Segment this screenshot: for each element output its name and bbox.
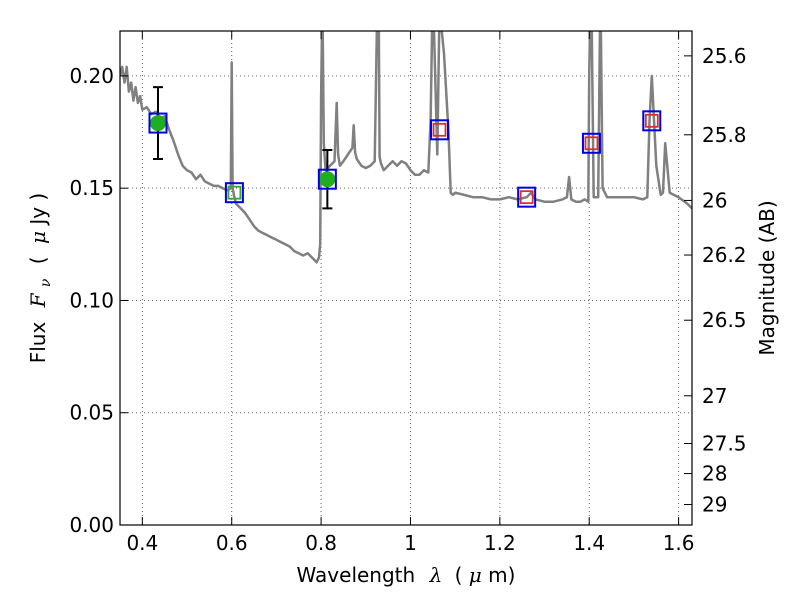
x-tick-label: 1.2 [484,531,516,555]
y-axis-label-text: Flux [26,322,50,364]
x-ticks: 0.4 0.6 0.8 1 1.2 1.4 1.6 [126,31,695,555]
y-tick-label: 0.10 [69,288,114,312]
limit-marker [227,185,242,200]
x-tick-label: 1.4 [573,531,605,555]
y2-tick-label: 25.8 [702,123,747,147]
x-tick-label: 0.6 [216,531,248,555]
y-axis-label-unit-open: ( [26,256,50,264]
observed-point [149,115,166,132]
y-ticks: 0.00 0.05 0.10 0.15 0.20 [69,64,128,537]
x-tick-label: 1 [404,531,417,555]
observed-point [319,171,336,188]
y-tick-label: 0.05 [69,401,114,425]
limit-marker [644,113,659,128]
y2-ticks: 25.6 25.8 26 26.2 26.5 27 27.5 28 29 [684,44,747,517]
model-box [148,112,168,134]
plot-background [120,31,692,525]
observed-points [149,115,336,188]
y-axis-label-unit-rest: Jy ) [26,193,50,227]
x-axis-label-symbol: λ [429,563,443,587]
y2-tick-label: 28 [702,462,727,486]
y-axis-label-symbol: F [26,292,50,308]
y2-tick-label: 26.5 [702,308,747,332]
x-axis-label: Wavelength λ ( μ m) [297,563,516,587]
y2-tick-label: 26 [702,188,727,212]
model-box [581,132,601,154]
limit-marker [519,190,534,205]
model-box [517,186,537,208]
model-box [317,168,337,190]
x-axis-label-text: Wavelength [297,563,416,587]
y2-tick-label: 26.2 [702,243,747,267]
y-axis-label: Flux F ν ( μ Jy ) [26,193,55,364]
y-axis-label-subscript: ν [38,278,54,287]
y2-tick-label: 29 [702,493,727,517]
y2-tick-label: 27.5 [702,431,747,455]
x-tick-label: 0.4 [126,531,158,555]
plot-frame [119,30,693,526]
x-axis-label-unit-open: ( [455,563,463,587]
model-photometry-boxes [148,110,662,208]
model-box [224,182,244,204]
model-box [430,119,450,141]
limit-marker [432,122,447,137]
x-tick-label: 0.8 [305,531,337,555]
y-tick-label: 0.15 [69,176,114,200]
y2-axis-label: Magnitude (AB) [755,200,779,355]
y2-tick-label: 25.6 [702,44,747,68]
y-axis-label-unit-mu: μ [26,231,50,244]
model-spectrum-line [120,31,692,264]
limit-markers [227,113,659,205]
limit-marker [584,136,599,151]
x-axis-label-unit-mu: μ [469,563,482,587]
x-axis-label-unit-rest: m) [488,563,515,587]
x-tick-label: 1.6 [663,531,695,555]
y-tick-label: 0.00 [69,513,114,537]
y2-tick-label: 27 [702,384,727,408]
model-box [642,110,662,132]
y-tick-label: 0.20 [69,64,114,88]
